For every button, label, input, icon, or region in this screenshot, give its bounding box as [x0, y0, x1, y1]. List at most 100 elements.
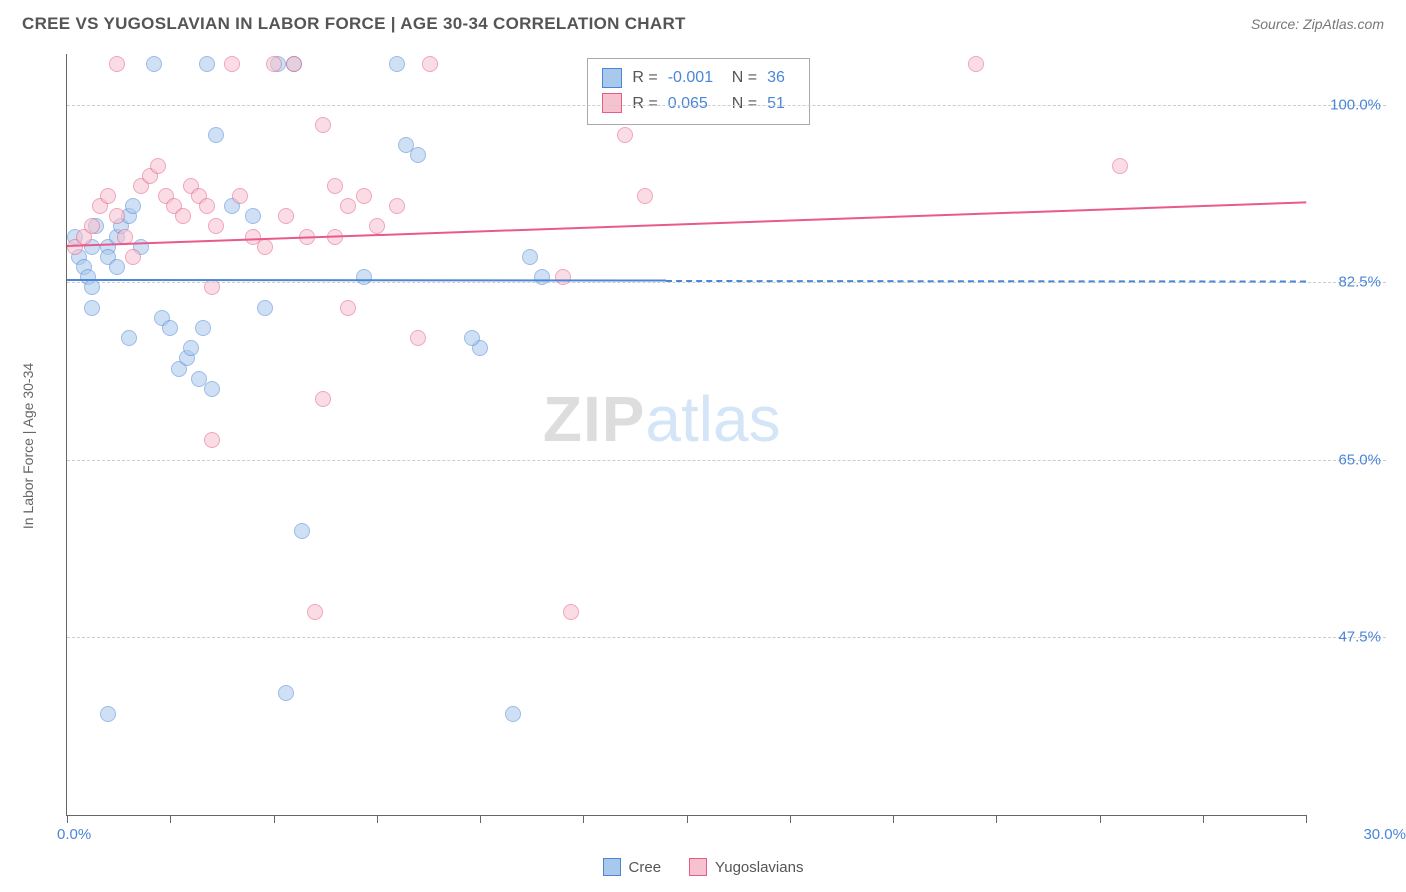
data-point [232, 188, 248, 204]
legend-n-label: N = [732, 91, 757, 117]
data-point [109, 208, 125, 224]
data-point [199, 56, 215, 72]
data-point [100, 188, 116, 204]
x-axis-max-label: 30.0% [1363, 826, 1406, 843]
data-point [84, 218, 100, 234]
x-tick [170, 815, 171, 823]
legend-swatch [689, 858, 707, 876]
legend-swatch [603, 858, 621, 876]
data-point [84, 279, 100, 295]
data-point [208, 127, 224, 143]
data-point [100, 706, 116, 722]
data-point [109, 259, 125, 275]
data-point [464, 330, 480, 346]
x-tick [377, 815, 378, 823]
data-point [563, 604, 579, 620]
legend-swatch [602, 93, 622, 113]
x-tick [790, 815, 791, 823]
x-tick [583, 815, 584, 823]
data-point [340, 198, 356, 214]
data-point [125, 249, 141, 265]
x-tick [893, 815, 894, 823]
gridline [67, 105, 1386, 106]
data-point [315, 117, 331, 133]
data-point [84, 300, 100, 316]
data-point [257, 239, 273, 255]
data-point [522, 249, 538, 265]
data-point [109, 56, 125, 72]
legend-row: R = 0.065 N = 51 [602, 91, 795, 117]
gridline [67, 282, 1386, 283]
correlation-legend: R = -0.001 N = 36 R = 0.065 N = 51 [587, 58, 810, 125]
data-point [410, 147, 426, 163]
legend-item: Cree [603, 858, 662, 876]
legend-swatch [602, 68, 622, 88]
legend-r-value: -0.001 [668, 65, 722, 91]
legend-r-label: R = [632, 91, 657, 117]
chart-title: CREE VS YUGOSLAVIAN IN LABOR FORCE | AGE… [22, 14, 686, 34]
data-point [278, 208, 294, 224]
plot-area: ZIPatlas R = -0.001 N = 36R = 0.065 N = 51 0.0… [66, 54, 1306, 816]
data-point [146, 56, 162, 72]
legend-label: Yugoslavians [715, 859, 803, 876]
data-point [294, 523, 310, 539]
y-axis-title: In Labor Force | Age 30-34 [20, 363, 36, 529]
series-legend: Cree Yugoslavians [0, 858, 1406, 880]
data-point [356, 188, 372, 204]
legend-label: Cree [629, 859, 662, 876]
data-point [257, 300, 273, 316]
x-tick [67, 815, 68, 823]
data-point [555, 269, 571, 285]
gridline [67, 460, 1386, 461]
data-point [369, 218, 385, 234]
x-tick [1203, 815, 1204, 823]
data-point [356, 269, 372, 285]
data-point [1112, 158, 1128, 174]
data-point [150, 158, 166, 174]
data-point [410, 330, 426, 346]
watermark-atlas: atlas [645, 383, 780, 455]
data-point [195, 320, 211, 336]
y-tick-label: 65.0% [1338, 451, 1381, 468]
data-point [204, 432, 220, 448]
data-point [125, 198, 141, 214]
x-tick [687, 815, 688, 823]
data-point [315, 391, 331, 407]
x-tick [480, 815, 481, 823]
data-point [266, 56, 282, 72]
legend-n-value: 51 [767, 91, 795, 117]
data-point [534, 269, 550, 285]
legend-n-value: 36 [767, 65, 795, 91]
data-point [968, 56, 984, 72]
x-tick [274, 815, 275, 823]
legend-r-value: 0.065 [668, 91, 722, 117]
data-point [175, 208, 191, 224]
y-tick-label: 82.5% [1338, 274, 1381, 291]
gridline [67, 637, 1386, 638]
data-point [637, 188, 653, 204]
data-point [389, 56, 405, 72]
y-tick-label: 100.0% [1330, 96, 1381, 113]
data-point [245, 208, 261, 224]
data-point [199, 198, 215, 214]
data-point [278, 685, 294, 701]
source-name: ZipAtlas.com [1303, 16, 1384, 32]
data-point [208, 218, 224, 234]
data-point [121, 330, 137, 346]
x-tick [996, 815, 997, 823]
legend-row: R = -0.001 N = 36 [602, 65, 795, 91]
x-axis-min-label: 0.0% [57, 826, 91, 843]
data-point [422, 56, 438, 72]
legend-r-label: R = [632, 65, 657, 91]
watermark: ZIPatlas [543, 382, 781, 456]
data-point [162, 320, 178, 336]
legend-n-label: N = [732, 65, 757, 91]
legend-item: Yugoslavians [689, 858, 803, 876]
data-point [327, 178, 343, 194]
data-point [286, 56, 302, 72]
data-point [505, 706, 521, 722]
data-point [204, 381, 220, 397]
x-tick [1100, 815, 1101, 823]
source-label: Source: [1251, 16, 1299, 32]
trend-line [666, 280, 1306, 283]
